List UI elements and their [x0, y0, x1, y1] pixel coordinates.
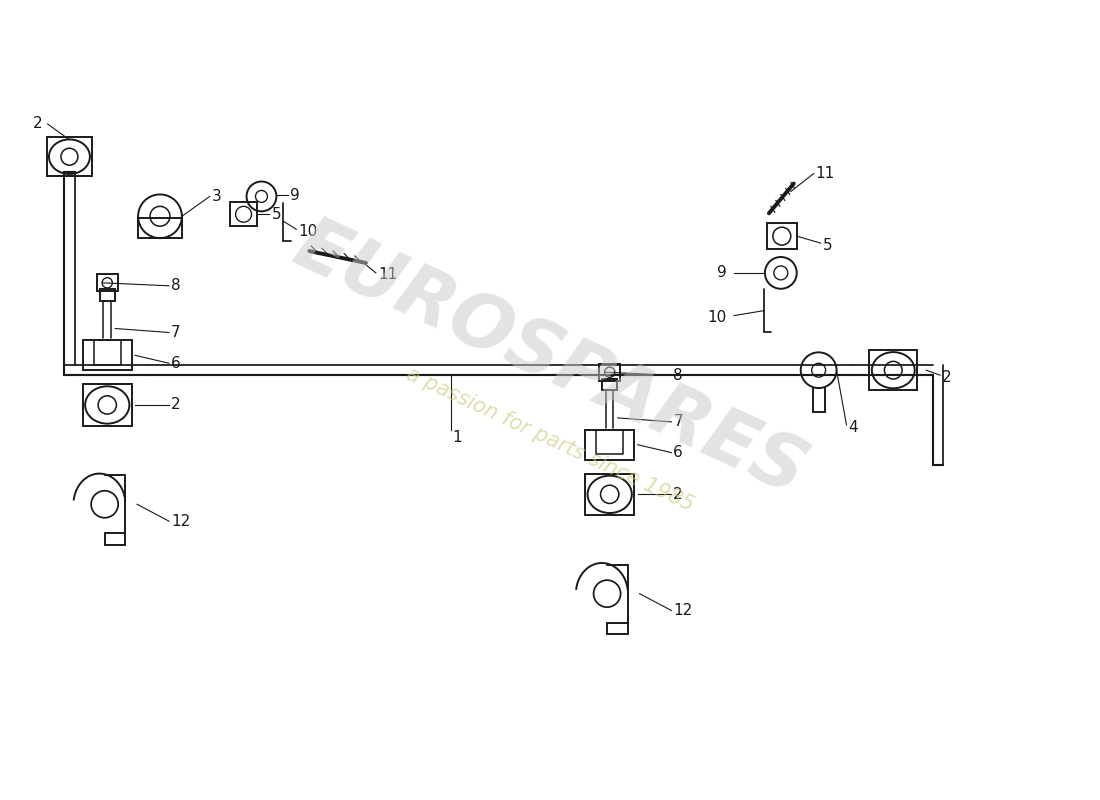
Bar [139, 218, 182, 238]
Text: 2: 2 [170, 398, 180, 413]
Text: 10: 10 [298, 224, 318, 238]
Text: 4: 4 [848, 420, 858, 435]
Bar [585, 474, 635, 515]
Bar [46, 138, 92, 176]
Text: 9: 9 [290, 188, 300, 203]
Bar [97, 274, 118, 291]
Text: 3: 3 [211, 189, 221, 204]
Bar [82, 384, 132, 426]
Text: 12: 12 [170, 514, 190, 529]
Bar [100, 290, 114, 301]
Bar [602, 378, 617, 390]
Text: 7: 7 [673, 414, 683, 430]
Text: 2: 2 [942, 370, 952, 385]
Text: 2: 2 [33, 117, 42, 131]
Text: 12: 12 [673, 603, 693, 618]
Bar [585, 430, 635, 460]
Text: 6: 6 [673, 445, 683, 460]
Text: EUROSPARES: EUROSPARES [283, 210, 817, 511]
Text: 10: 10 [707, 310, 726, 325]
Text: 6: 6 [170, 356, 180, 370]
Bar [600, 364, 620, 381]
Bar [230, 202, 257, 226]
Text: 9: 9 [717, 266, 727, 280]
Text: 8: 8 [170, 278, 180, 294]
Bar [82, 340, 132, 370]
Text: 11: 11 [378, 267, 397, 282]
Text: a passion for parts since 1985: a passion for parts since 1985 [403, 364, 697, 515]
Bar [767, 223, 796, 249]
Text: 8: 8 [673, 368, 683, 382]
Text: 2: 2 [673, 487, 683, 502]
Text: 5: 5 [272, 206, 280, 222]
Text: 11: 11 [816, 166, 835, 181]
Bar [869, 350, 917, 390]
Text: 5: 5 [823, 238, 833, 253]
Text: 1: 1 [452, 430, 462, 446]
Text: 7: 7 [170, 325, 180, 340]
